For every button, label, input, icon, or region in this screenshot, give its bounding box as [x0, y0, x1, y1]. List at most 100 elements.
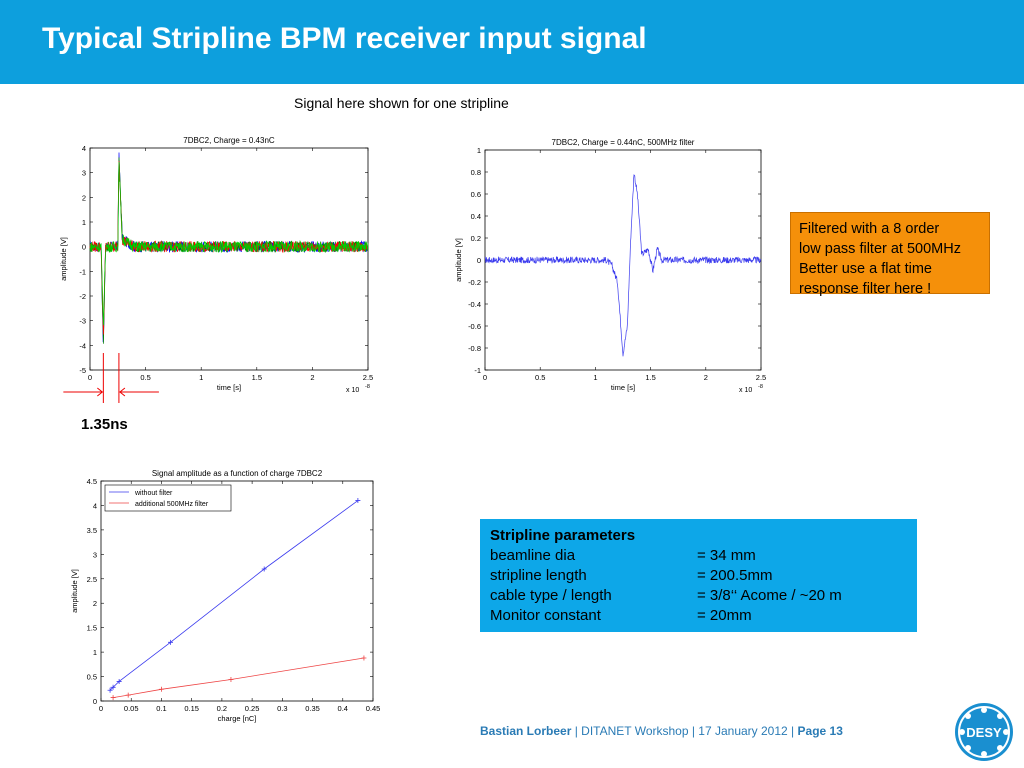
param-value: = 20mm: [697, 607, 752, 624]
y-axis-label: amplitude [V]: [59, 237, 68, 281]
x-tick-label: 0.3: [277, 704, 287, 713]
param-value: = 34 mm: [697, 547, 756, 564]
y-tick-label: -1: [474, 366, 481, 375]
data-point: [355, 498, 361, 504]
y-tick-label: 0.8: [471, 168, 481, 177]
y-tick-label: 1: [477, 146, 481, 155]
pulse-arrow-right: [119, 387, 159, 397]
y-tick-label: 3.5: [87, 526, 97, 535]
note-line: Filtered with a 8 order: [799, 221, 940, 237]
data-point: [110, 684, 116, 690]
title-bar: [0, 0, 1024, 84]
x-tick-label: 1: [199, 373, 203, 382]
footer-author: Bastian Lorbeer: [480, 724, 572, 738]
y-tick-label: 2: [82, 193, 86, 202]
y-axis-label: amplitude [V]: [454, 238, 463, 282]
y-tick-label: 3: [82, 169, 86, 178]
plot-area: [100, 480, 374, 702]
x-axis-exponent-power: -8: [365, 384, 370, 390]
note-line: low pass filter at 500MHz: [799, 241, 961, 257]
x-tick-label: 0.5: [535, 373, 545, 382]
y-tick-label: -3: [79, 317, 86, 326]
y-tick-label: -5: [79, 366, 86, 375]
data-point: [261, 566, 267, 572]
y-tick-label: 4.5: [87, 477, 97, 486]
footer-page: Page 13: [797, 724, 843, 738]
params-row: Monitor constant = 20mm: [490, 606, 907, 626]
data-point: [361, 655, 367, 661]
chart-filtered-signal: 7DBC2, Charge = 0.44nC, 500MHz filter 0 0.…: [454, 138, 766, 394]
footer: Bastian Lorbeer | DITANET Workshop | 17 …: [480, 724, 843, 738]
x-tick-label: 2.5: [756, 373, 766, 382]
y-tick-label: 1.5: [87, 624, 97, 633]
x-axis-label: time [s]: [217, 383, 241, 392]
params-heading: Stripline parameters: [490, 527, 636, 544]
x-tick-label: 1.5: [645, 373, 655, 382]
x-axis-label: time [s]: [611, 383, 635, 392]
chart-title: 7DBC2, Charge = 0.43nC: [183, 136, 275, 145]
x-axis-exponent-power: -8: [758, 384, 763, 390]
param-value: = 200.5mm: [697, 567, 773, 584]
param-key: beamline dia: [490, 547, 576, 564]
params-row: beamline dia = 34 mm: [490, 546, 907, 566]
series-line: [89, 161, 369, 326]
chart-title: 7DBC2, Charge = 0.44nC, 500MHz filter: [552, 138, 695, 147]
data-point: [228, 676, 234, 682]
legend-label: without filter: [134, 490, 173, 497]
footer-separator: |: [787, 724, 798, 738]
x-tick-label: 0.35: [305, 704, 320, 713]
plot-area: [89, 147, 369, 371]
x-tick-label: 0: [88, 373, 92, 382]
param-key: cable type / length: [490, 587, 612, 604]
y-tick-label: -0.6: [468, 322, 481, 331]
y-tick-label: -0.4: [468, 300, 481, 309]
y-tick-label: 2: [93, 599, 97, 608]
desy-logo-icon: DESY: [955, 703, 1013, 761]
y-tick-label: 0.2: [471, 234, 481, 243]
slide-title: Typical Stripline BPM receiver input sig…: [42, 22, 647, 55]
x-tick-label: 0.1: [156, 704, 166, 713]
legend-box: [104, 484, 232, 512]
chart-title: Signal amplitude as a function of charge…: [152, 469, 323, 478]
y-tick-label: 1: [82, 218, 86, 227]
x-tick-label: 1.5: [252, 373, 262, 382]
y-tick-label: 0.4: [471, 212, 481, 221]
series-line: [109, 500, 359, 691]
stripline-parameters-box: Stripline parameters beamline dia = 34 m…: [480, 519, 917, 632]
y-tick-label: 0: [93, 697, 97, 706]
params-row: stripline length = 200.5mm: [490, 566, 907, 586]
footer-event: DITANET Workshop | 17 January 2012: [581, 724, 788, 738]
x-tick-label: 2: [310, 373, 314, 382]
chart-amplitude-vs-charge: Signal amplitude as a function of charge…: [70, 469, 380, 723]
y-tick-label: 3: [93, 550, 97, 559]
filter-note: Filtered with a 8 order low pass filter …: [790, 212, 990, 297]
x-axis-exponent: x 10: [739, 387, 752, 394]
x-tick-label: 0.5: [140, 373, 150, 382]
x-tick-label: 0.25: [245, 704, 260, 713]
pulse-width-label: 1.35ns: [81, 416, 128, 433]
data-point: [116, 678, 122, 684]
x-axis-label: charge [nC]: [218, 714, 257, 723]
y-tick-label: 0.6: [471, 190, 481, 199]
note-line: response filter here !: [799, 281, 932, 297]
x-tick-label: 0.15: [184, 704, 199, 713]
y-tick-label: -4: [79, 341, 86, 350]
series-line: [89, 160, 369, 335]
data-point: [107, 687, 113, 693]
chart-raw-signal: 7DBC2, Charge = 0.43nC 0 0.5 1 1.5 2 2.5 -5 -4 -3…: [59, 136, 373, 403]
pulse-arrow-left: [63, 387, 104, 397]
plot-area: [484, 149, 762, 371]
x-tick-label: 2: [704, 373, 708, 382]
y-tick-label: -0.2: [468, 278, 481, 287]
y-tick-label: 1: [93, 648, 97, 657]
data-point: [158, 686, 164, 692]
note-line: Better use a flat time: [799, 261, 932, 277]
y-tick-label: 0: [477, 256, 481, 265]
params-row: cable type / length = 3/8‘‘ Acome / ~20 …: [490, 586, 907, 606]
y-tick-label: -2: [79, 292, 86, 301]
x-tick-label: 0: [99, 704, 103, 713]
data-point: [110, 695, 116, 701]
y-tick-label: 2.5: [87, 575, 97, 584]
slide-subtitle: Signal here shown for one stripline: [294, 95, 509, 111]
y-tick-label: 4: [82, 144, 86, 153]
